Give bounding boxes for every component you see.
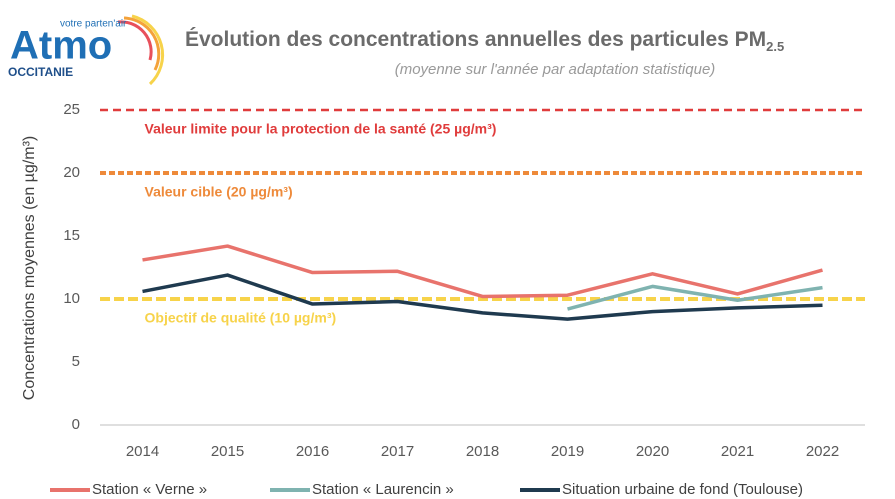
reference-label: Valeur limite pour la protection de la s… (145, 121, 497, 137)
series-line (142, 244, 823, 299)
title-subscript: 2.5 (766, 39, 784, 54)
legend-label: Station « Laurencin » (312, 481, 454, 498)
y-tick-label: 25 (63, 101, 80, 118)
x-tick-label: 2016 (296, 443, 329, 460)
x-tick-label: 2019 (551, 443, 584, 460)
series-line (142, 273, 823, 321)
logo-arc (123, 16, 161, 71)
logo-name: Atmo (10, 24, 112, 68)
reference-label: Valeur cible (20 µg/m³) (145, 184, 293, 200)
y-tick-label: 20 (63, 164, 80, 181)
logo-tagline: votre parten'air (60, 19, 127, 30)
series-line (567, 284, 823, 311)
chart-title: Évolution des concentrations annuelles d… (185, 28, 784, 55)
y-tick-label: 5 (72, 353, 80, 370)
x-tick-label: 2021 (721, 443, 754, 460)
y-tick-label: 10 (63, 290, 80, 307)
logo: Atmo votre parten'air OCCITANIE (8, 14, 165, 86)
reference-label: Objectif de qualité (10 µg/m³) (145, 310, 337, 326)
legend-label: Situation urbaine de fond (Toulouse) (562, 481, 803, 498)
title-text: Évolution des concentrations annuelles d… (185, 28, 766, 51)
y-tick-label: 0 (72, 416, 80, 433)
x-tick-label: 2017 (381, 443, 414, 460)
x-tick-label: 2022 (806, 443, 839, 460)
logo-region: OCCITANIE (8, 65, 73, 79)
y-axis-label: Concentrations moyennes (en µg/m³) (21, 136, 38, 400)
y-tick-label: 15 (63, 227, 80, 244)
legend-label: Station « Verne » (92, 481, 207, 498)
x-tick-label: 2015 (211, 443, 244, 460)
x-tick-label: 2020 (636, 443, 669, 460)
chart-subtitle: (moyenne sur l'année par adaptation stat… (395, 61, 716, 78)
logo-arc (117, 20, 153, 61)
x-tick-label: 2018 (466, 443, 499, 460)
logo-arc (131, 14, 165, 86)
x-tick-label: 2014 (126, 443, 159, 460)
